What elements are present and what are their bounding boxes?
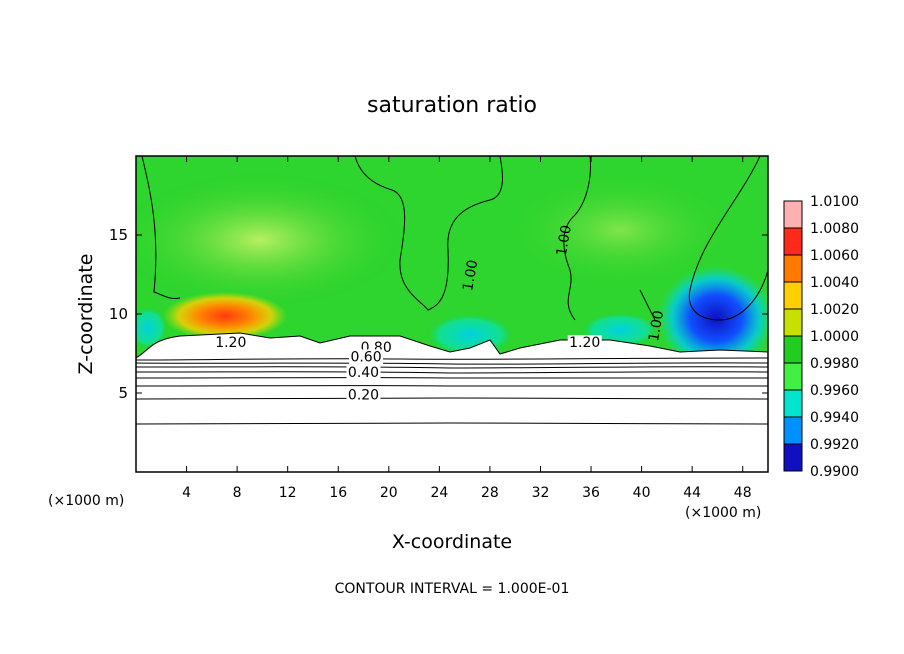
colorbar-label: 1.0040 <box>810 275 859 291</box>
y-tick-label: 5 <box>118 384 128 402</box>
supersaturated-region <box>163 292 287 340</box>
colorbar-swatch <box>784 309 802 336</box>
contour-label-bg <box>346 387 381 403</box>
colorbar-swatch <box>784 255 802 282</box>
colorbar-swatch <box>784 363 802 390</box>
y-axis: 5 10 15 <box>109 226 768 402</box>
contour-label-bg <box>213 335 248 351</box>
colorbar-swatch <box>784 417 802 444</box>
chart-title: saturation ratio <box>367 93 537 118</box>
x-tick-label: 28 <box>481 485 499 501</box>
plot-area <box>136 156 768 472</box>
x-tick-label: 40 <box>633 485 651 501</box>
x-tick-label: 4 <box>182 485 191 501</box>
y-tick-label: 15 <box>109 226 128 244</box>
colorbar-label: 0.9960 <box>810 383 859 399</box>
contour-interval-note: CONTOUR INTERVAL = 1.000E-01 <box>335 581 570 597</box>
x-tick-label: 12 <box>279 485 297 501</box>
colorbar-label: 1.0100 <box>810 194 859 210</box>
x-axis-label: X-coordinate <box>392 531 512 553</box>
lower-cloud-region <box>136 332 768 472</box>
light-green-region-2 <box>500 170 740 290</box>
colorbar: 1.0100 1.0080 1.0060 1.0040 1.0020 1.0000 0.99… <box>783 194 859 480</box>
colorbar-swatch <box>784 228 802 255</box>
contour-label: 0.40 <box>348 365 379 381</box>
cyan-region-left <box>136 306 168 350</box>
colorbar-label: 0.9940 <box>810 410 859 426</box>
x-tick-label: 20 <box>380 485 398 501</box>
contour-label: 0.60 <box>350 349 381 365</box>
x-tick-label: 8 <box>233 485 242 501</box>
colorbar-label: 1.0080 <box>810 221 859 237</box>
contour-lines <box>136 156 768 425</box>
contour-label: 1.00 <box>554 224 575 257</box>
light-green-region <box>136 170 410 310</box>
colorbar-label: 1.0060 <box>810 248 859 264</box>
colorbar-swatch <box>784 201 802 228</box>
colorbar-swatch <box>784 336 802 363</box>
x-tick-label: 36 <box>582 485 600 501</box>
x-tick-label: 44 <box>683 485 701 501</box>
colorbar-swatch <box>784 444 802 471</box>
x-tick-label: 48 <box>734 485 752 501</box>
x-axis: 4 8 12 16 20 24 28 32 36 40 44 48 <box>182 156 752 501</box>
colorbar-label: 0.9980 <box>810 356 859 372</box>
colorbar-swatch <box>784 282 802 309</box>
x-tick-label: 32 <box>532 485 550 501</box>
colorbar-swatch <box>784 390 802 417</box>
contour-label: 1.20 <box>569 335 600 351</box>
contour-label: 1.00 <box>460 259 481 292</box>
contour-label-bg <box>346 365 381 381</box>
x-tick-label: 24 <box>430 485 448 501</box>
contour-label: 0.20 <box>348 387 379 403</box>
colorbar-label: 0.9900 <box>810 464 859 480</box>
contour-label-layer: 1.20 1.200.800.600.400.201.001.001.00 <box>213 224 667 403</box>
contour-label: 1.20 <box>215 335 246 351</box>
x-unit-label-right: (×1000 m) <box>685 505 761 521</box>
contour-label-bg <box>567 335 602 351</box>
x-unit-label-left: (×1000 m) <box>48 493 124 509</box>
x-tick-label: 16 <box>329 485 347 501</box>
contour-label-bg <box>349 349 384 365</box>
colorbar-label: 1.0000 <box>810 329 859 345</box>
colorbar-label: 1.0020 <box>810 302 859 318</box>
subsaturated-region <box>658 266 768 370</box>
y-axis-label: Z-coordinate <box>75 254 97 375</box>
contour-label: 1.00 <box>646 309 667 342</box>
colorbar-label: 0.9920 <box>810 437 859 453</box>
y-tick-label: 10 <box>109 305 128 323</box>
